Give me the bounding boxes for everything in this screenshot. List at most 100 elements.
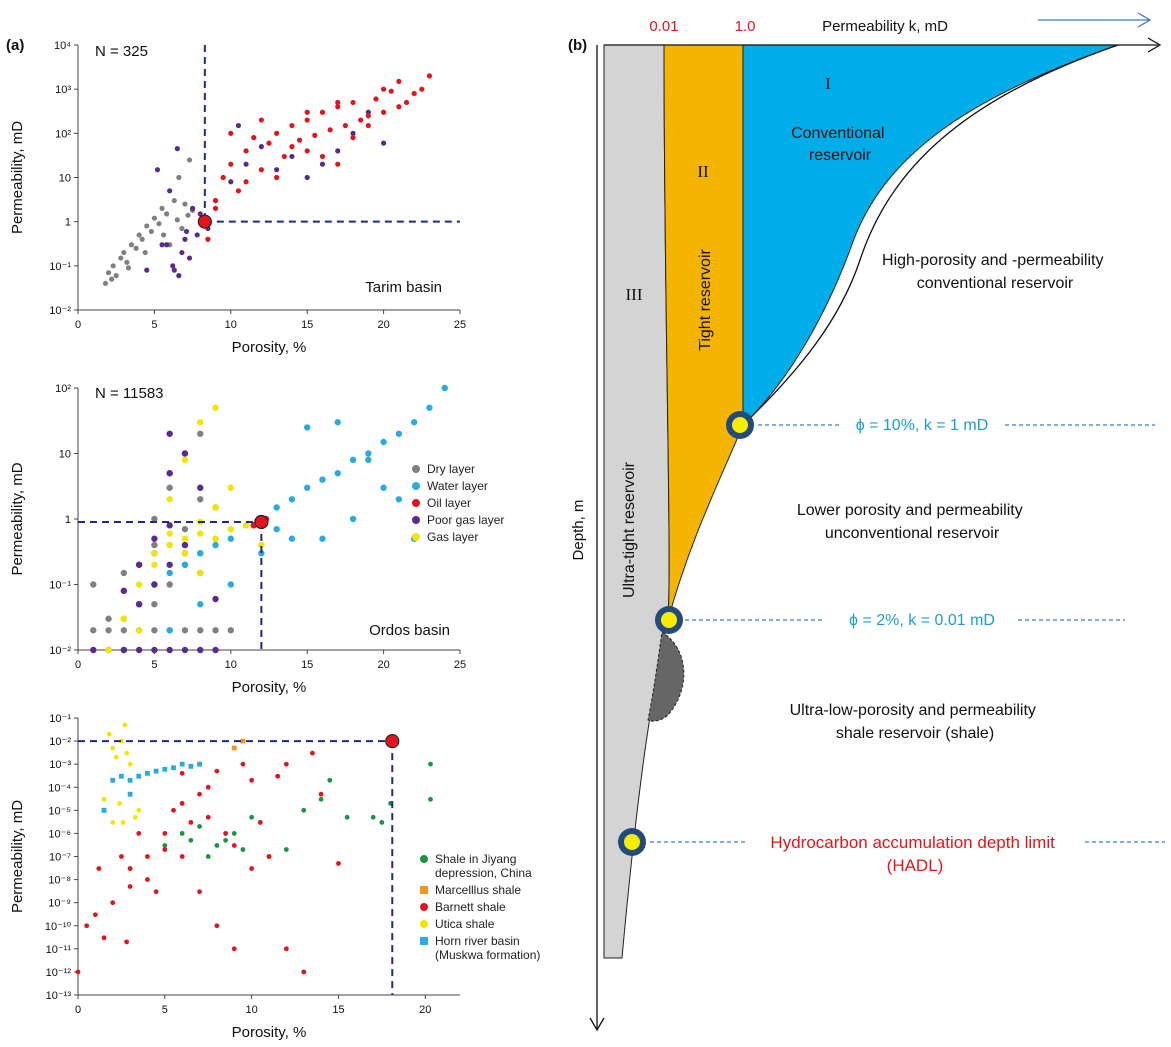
- legend-item: Poor gas layer: [412, 513, 537, 527]
- y-tick-label: 10²: [55, 383, 71, 395]
- point: [349, 515, 357, 523]
- point: [231, 831, 237, 836]
- point: [154, 167, 161, 173]
- threshold-label: ϕ = 10%, k = 1 mD: [856, 417, 989, 434]
- point: [212, 197, 219, 204]
- point: [160, 232, 167, 238]
- point: [181, 627, 189, 634]
- point: [283, 946, 289, 952]
- diagram: (b) 0.01 1.0 Permeability k, mD Depth, m…: [568, 12, 1165, 1032]
- point: [274, 167, 280, 173]
- legend-symbol: [412, 516, 420, 524]
- y-axis-title: Permeability, mD: [9, 462, 26, 575]
- point: [153, 768, 159, 774]
- x-tick-label: 15: [332, 1004, 344, 1016]
- point: [182, 201, 188, 207]
- point: [179, 800, 185, 806]
- point: [186, 157, 193, 163]
- point: [350, 99, 356, 106]
- text-line: shale reservoir (shale): [836, 725, 994, 742]
- point: [249, 866, 255, 871]
- point: [304, 109, 310, 115]
- point: [179, 831, 185, 836]
- point: [96, 866, 102, 871]
- y-tick-label: 10⁻¹⁰: [45, 921, 72, 933]
- x-tick-label: 0: [75, 1004, 81, 1016]
- point: [179, 225, 185, 232]
- y-tick-label: 10⁻³: [49, 759, 71, 771]
- point: [335, 104, 341, 110]
- point: [205, 814, 211, 820]
- text-line: (HADL): [887, 856, 944, 875]
- perm-tick: 0.01: [649, 18, 678, 35]
- point: [135, 601, 143, 608]
- point: [166, 646, 173, 654]
- point: [102, 280, 109, 287]
- point: [159, 205, 165, 211]
- point: [174, 146, 180, 152]
- point: [136, 773, 142, 779]
- point: [166, 561, 173, 568]
- legend-item: Shale in Jiyang depression, China: [420, 852, 545, 880]
- point: [136, 831, 142, 836]
- highlight-point: [197, 214, 212, 229]
- point: [164, 242, 170, 248]
- point: [258, 167, 264, 173]
- threshold-markers: [618, 411, 754, 856]
- point: [243, 179, 249, 185]
- point: [197, 430, 204, 437]
- point: [214, 843, 220, 848]
- point: [162, 831, 168, 836]
- point: [396, 78, 402, 84]
- point: [174, 217, 180, 223]
- point: [312, 132, 318, 138]
- point: [365, 113, 371, 119]
- point: [113, 754, 119, 760]
- panel-label: (a): [6, 37, 24, 54]
- point: [166, 541, 173, 549]
- point: [240, 738, 246, 744]
- y-tick-label: 10⁻¹²: [46, 967, 72, 979]
- point: [166, 470, 173, 477]
- point: [381, 109, 387, 115]
- point: [101, 807, 107, 813]
- point: [228, 179, 234, 185]
- point: [92, 912, 98, 918]
- legend-label: Shale in Jiyang depression, China: [435, 852, 532, 880]
- point: [128, 242, 135, 248]
- point: [120, 646, 128, 654]
- text-line: Conventional: [791, 125, 884, 142]
- point: [109, 276, 115, 282]
- point: [166, 581, 173, 588]
- point: [151, 515, 158, 523]
- point: [181, 561, 189, 568]
- point: [106, 731, 112, 737]
- point: [273, 504, 280, 511]
- annotation: N = 325: [95, 43, 148, 60]
- point: [342, 122, 348, 129]
- point: [266, 854, 272, 859]
- point: [327, 777, 333, 783]
- point: [258, 144, 264, 150]
- point: [212, 627, 219, 634]
- point: [133, 245, 139, 251]
- point: [227, 484, 234, 491]
- point: [110, 777, 116, 783]
- legend-item: Horn river basin (Muskwa formation): [420, 934, 545, 962]
- legend-label: Gas layer: [427, 530, 479, 544]
- point: [166, 430, 173, 437]
- legend-symbol: [420, 886, 428, 894]
- annotation: Ordos basin: [369, 622, 450, 639]
- point: [258, 550, 265, 557]
- highlight-point: [385, 733, 400, 749]
- point: [310, 750, 315, 756]
- point: [148, 228, 154, 235]
- panel-label: (b): [568, 37, 587, 54]
- x-axis-title: Porosity, %: [232, 1024, 307, 1041]
- point: [288, 535, 296, 542]
- x-tick-label: 20: [419, 1004, 431, 1016]
- point: [228, 161, 234, 167]
- point: [90, 646, 97, 654]
- legend-label: Horn river basin (Muskwa formation): [435, 934, 541, 962]
- threshold-label: ϕ = 2%, k = 0.01 mD: [849, 612, 995, 629]
